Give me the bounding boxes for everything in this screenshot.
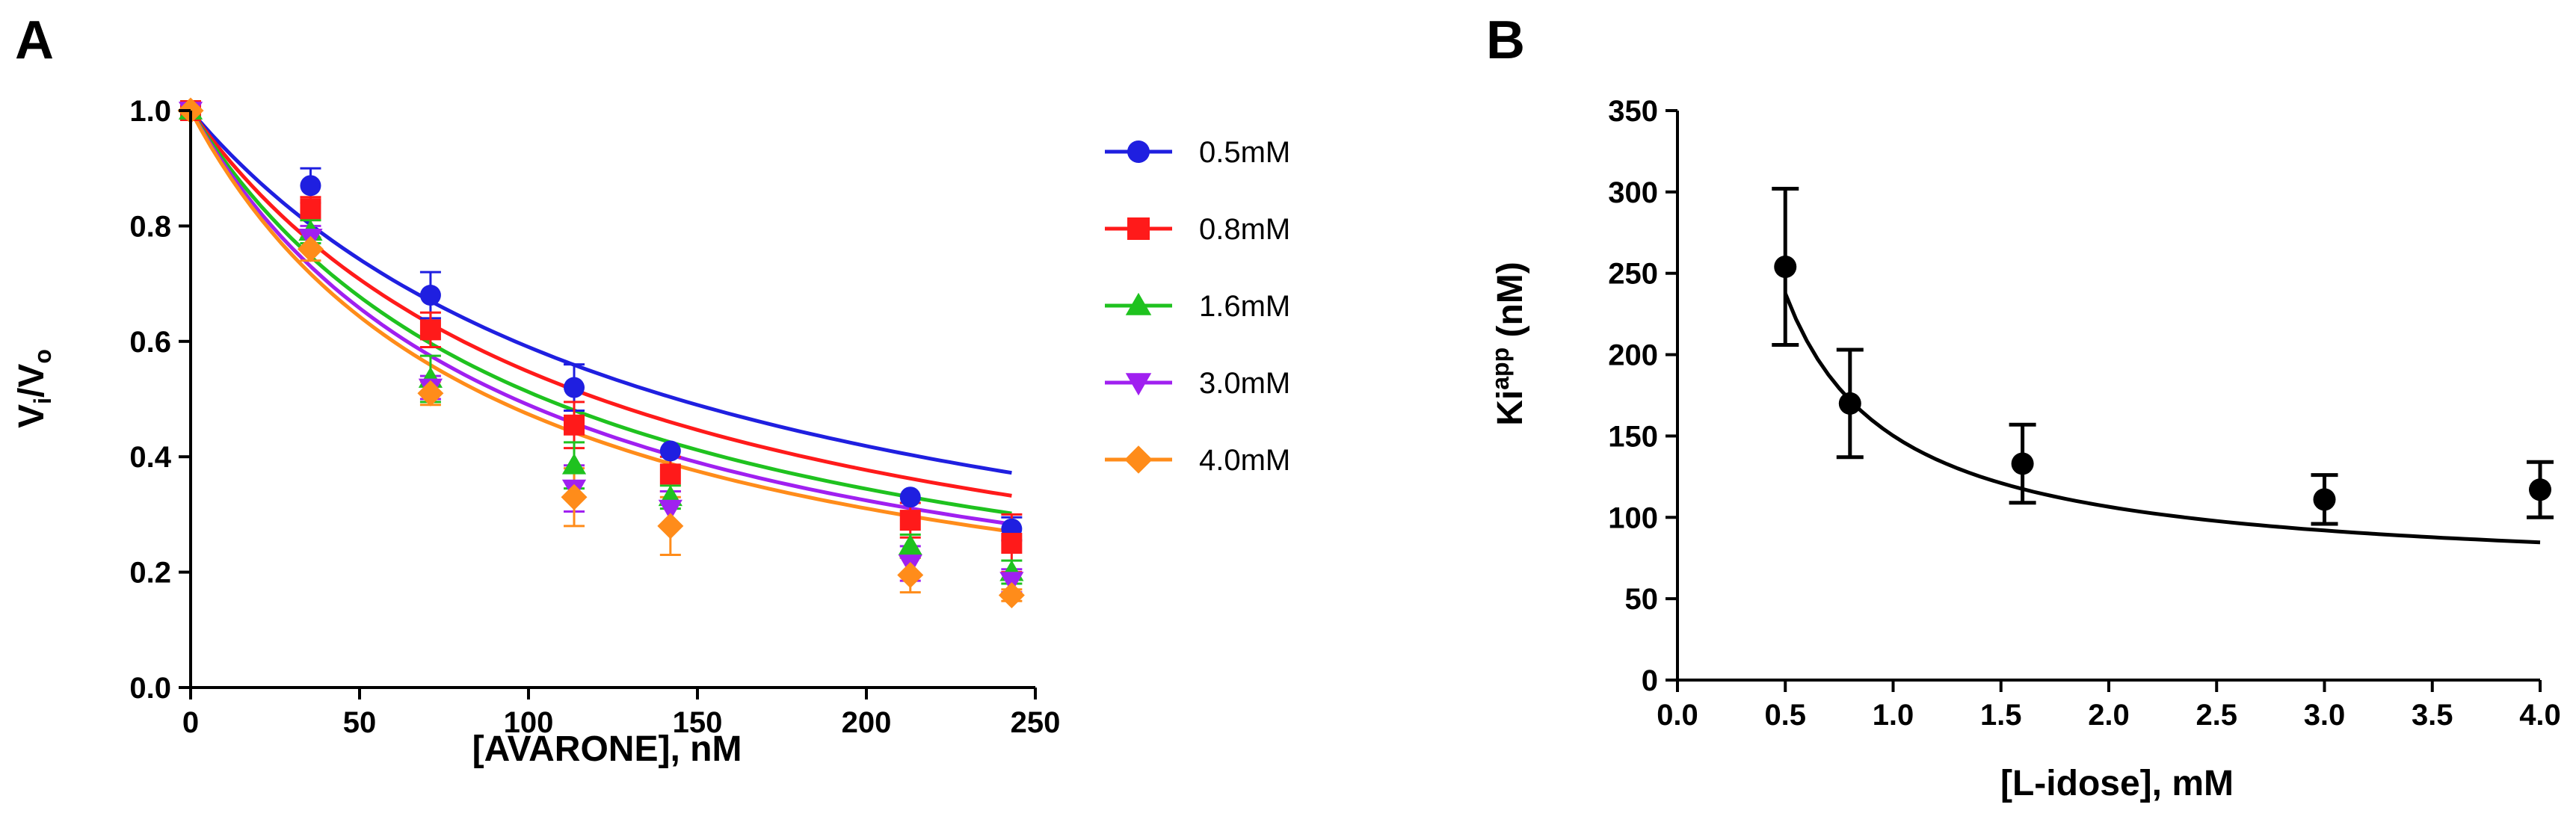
panel-a-fit-curves <box>188 109 1012 534</box>
panel-b-data-point <box>2529 478 2551 501</box>
panel-a-fit-curve <box>189 109 1012 475</box>
panel-b-y-tick-label: 350 <box>1608 95 1658 128</box>
panel-a-data-points <box>177 97 1025 608</box>
panel-b-y-axis-title: Kiapp (nM) <box>1487 262 1530 426</box>
panel-b-x-tick-label: 1.5 <box>1980 699 2022 732</box>
panel-a-x-tick-label: 50 <box>343 706 377 739</box>
panel-a-data-point <box>898 534 922 555</box>
panel-a-data-point <box>659 440 681 462</box>
panel-a-data-point <box>897 561 924 588</box>
legend-marker <box>1127 140 1150 163</box>
panel-a-data-point <box>419 319 441 341</box>
panel-a-fit-curve <box>188 109 1012 516</box>
panel-b-data-point <box>2011 452 2034 475</box>
legend-marker <box>1125 373 1152 396</box>
panel-a-y-tick-label: 0.6 <box>129 326 171 359</box>
panel-a-y-tick-label: 0.0 <box>129 672 171 705</box>
panel-a-x-tick-label: 150 <box>673 706 723 739</box>
panel-a-x-tick-label: 0 <box>182 706 199 739</box>
legend-marker <box>1127 217 1150 240</box>
panel-a-data-point <box>300 175 321 197</box>
panel-a-y-axis-title: Vi/Vo <box>12 349 56 428</box>
panel-b-y-tick-label: 150 <box>1608 420 1658 453</box>
panel-a-fit-curve <box>188 109 1012 526</box>
panel-b-x-tick-label: 3.5 <box>2412 699 2453 732</box>
panel-a-x-axis-title: [AVARONE], nM <box>472 729 742 769</box>
panel-a-data-point <box>657 513 684 540</box>
panel-b-y-tick-label: 300 <box>1608 176 1658 209</box>
panel-b-y-tick-label: 50 <box>1625 583 1659 616</box>
panel-b: B 0.0 0.5 1.0 1.5 2.0 2.5 3.0 3.5 4.0 0 50 100 150 20… <box>1486 10 2561 803</box>
panel-a-legend: 0.5mM 0.8mM 1.6mM 3.0mM 4.0mM <box>1105 136 1290 477</box>
panel-b-x-tick-label: 2.5 <box>2196 699 2237 732</box>
panel-b-x-tick-label: 3.0 <box>2304 699 2346 732</box>
panel-b-axes <box>1666 109 2542 692</box>
panel-b-letter: B <box>1486 10 1525 70</box>
panel-b-x-tick-label: 4.0 <box>2519 699 2561 732</box>
panel-a-y-tick-label: 0.4 <box>129 441 171 474</box>
legend-marker <box>1124 445 1153 474</box>
panel-a-fit-curve <box>188 109 1012 534</box>
panel-a-axes <box>179 109 1037 699</box>
panel-b-error-bars <box>1772 187 2554 526</box>
panel-a-data-point <box>561 453 587 475</box>
panel-b-x-tick-label: 2.0 <box>2088 699 2130 732</box>
panel-b-y-tick-label: 100 <box>1608 501 1658 534</box>
panel-a-x-tick-label: 250 <box>1011 706 1061 739</box>
panel-b-y-tick-label: 200 <box>1608 339 1658 372</box>
panel-a-y-tick-label: 0.2 <box>129 557 171 590</box>
panel-a-data-point <box>564 377 585 398</box>
panel-a-data-point <box>1001 533 1023 554</box>
panel-a-tick-labels: 0 50 100 150 200 250 0.0 0.2 0.4 0.6 0.8 1.0 <box>129 95 1060 739</box>
panel-a-data-point <box>998 581 1025 608</box>
legend-marker <box>1125 292 1152 315</box>
panel-a-fit-curve <box>188 109 1012 498</box>
panel-a-error-bars <box>300 167 1023 602</box>
panel-b-y-tick-label: 0 <box>1642 664 1658 697</box>
legend-label: 0.8mM <box>1199 213 1290 246</box>
panel-a-data-point <box>297 235 324 262</box>
legend-label: 0.5mM <box>1199 136 1290 169</box>
legend-label: 4.0mM <box>1199 444 1290 477</box>
panel-b-x-axis-title: [L-idose], mM <box>2000 764 2234 803</box>
panel-b-fit-curve <box>1783 292 2541 545</box>
panel-b-x-tick-label: 0.0 <box>1657 699 1698 732</box>
panel-a-data-point <box>899 510 921 531</box>
panel-b-x-tick-label: 1.0 <box>1873 699 1914 732</box>
panel-a-data-point <box>659 463 681 485</box>
legend-label: 3.0mM <box>1199 367 1290 400</box>
panel-a-x-tick-label: 200 <box>842 706 892 739</box>
panel-a-y-tick-label: 1.0 <box>129 95 171 128</box>
panel-a-data-point <box>300 198 321 220</box>
panel-b-data-point <box>1774 256 1797 279</box>
panel-b-x-tick-label: 0.5 <box>1764 699 1806 732</box>
panel-b-fit-path <box>1783 292 2541 545</box>
panel-b-data-point <box>2313 488 2336 511</box>
panel-a-data-point <box>899 486 921 508</box>
panel-a-y-tick-label: 0.8 <box>129 210 171 243</box>
panel-b-data-point <box>1838 392 1861 415</box>
panel-a-data-point <box>564 414 585 436</box>
panel-b-y-tick-label: 250 <box>1608 258 1658 291</box>
panel-b-tick-labels: 0.0 0.5 1.0 1.5 2.0 2.5 3.0 3.5 4.0 0 50 100 150 200 2… <box>1608 95 2561 732</box>
panel-a-letter: A <box>15 10 54 70</box>
legend-label: 1.6mM <box>1199 290 1290 323</box>
panel-a-data-point <box>417 380 444 407</box>
panel-a-data-point <box>419 285 441 306</box>
panel-a-data-point <box>561 484 588 510</box>
panel-a-data-point <box>658 499 682 521</box>
panel-a-x-tick-label: 100 <box>504 706 554 739</box>
panel-a: A 0 50 100 150 200 250 0.0 0.2 0.4 0.6 0.8 1.0 [AVA… <box>12 10 1290 769</box>
panel-b-data-points <box>1774 256 2551 511</box>
